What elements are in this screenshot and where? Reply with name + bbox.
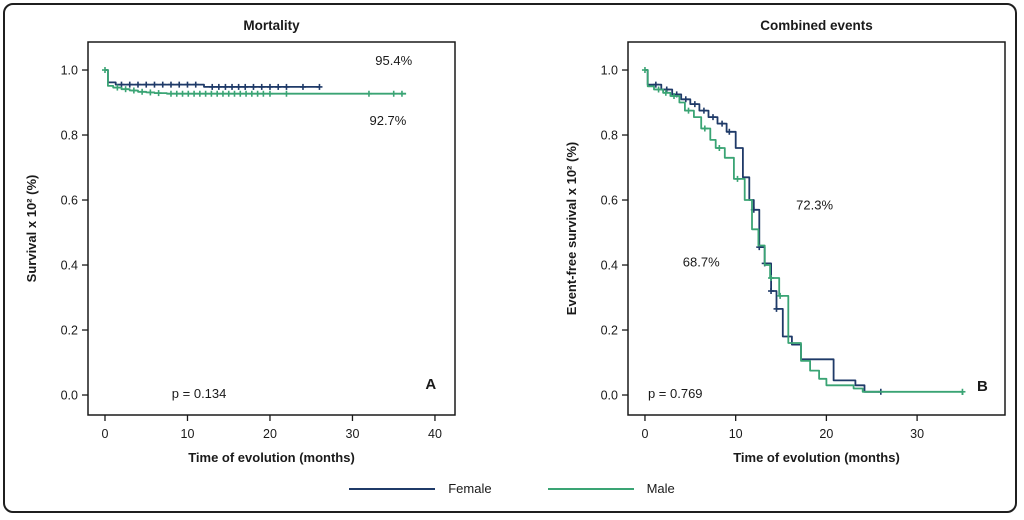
y-tick-label: 1.0 [61, 63, 78, 77]
x-tick-label: 20 [263, 427, 277, 441]
y-axis: 0.0 0.2 0.4 0.6 0.8 1.0 [61, 63, 88, 402]
y-tick-label: 0.4 [61, 258, 78, 272]
km-curve-male [645, 69, 964, 395]
y-tick-label: 0.6 [601, 193, 618, 207]
y-tick-label: 0.4 [601, 258, 618, 272]
y-tick-label: 0.8 [61, 128, 78, 142]
censor-marks-male [101, 67, 405, 97]
x-tick-label: 30 [346, 427, 360, 441]
plot-border [87, 41, 456, 416]
x-tick-label: 10 [729, 427, 743, 441]
km-curve-female [645, 69, 881, 393]
x-tick-label: 40 [428, 427, 442, 441]
y-tick-label: 0.2 [601, 323, 618, 337]
legend: Female Male [0, 481, 1024, 496]
y-axis-label: Survival x 10² (%) [24, 175, 39, 283]
legend-line-male-icon [547, 487, 634, 490]
legend-line-female-icon [349, 487, 436, 490]
x-axis: 0 10 20 30 Time of evolution (months) [641, 415, 924, 465]
y-axis: 0.0 0.2 0.4 0.6 0.8 1.0 [601, 63, 628, 402]
p-value-label: p = 0.769 [648, 386, 703, 401]
y-tick-label: 0.8 [601, 128, 618, 142]
censor-marks-male [641, 67, 966, 395]
censor-marks-female [652, 81, 884, 395]
panel-b: Combined events 0 10 20 30 Time of evolution … [564, 18, 1006, 465]
x-tick-label: 0 [641, 427, 648, 441]
censor-marks-female [118, 81, 323, 90]
panel-letter: B [977, 378, 988, 395]
annotation: 95.4% [375, 53, 412, 68]
p-value-label: p = 0.134 [172, 386, 227, 401]
annotation: 92.7% [369, 113, 406, 128]
y-tick-label: 0.6 [61, 193, 78, 207]
x-tick-label: 30 [910, 427, 924, 441]
x-axis-label: Time of evolution (months) [733, 450, 900, 465]
panel-a: Mortality 0 10 20 30 40 Time of evolution (mon… [24, 18, 456, 465]
plot-border [627, 41, 1006, 416]
y-tick-label: 0.0 [61, 388, 78, 402]
x-tick-label: 0 [102, 427, 109, 441]
x-axis-label: Time of evolution (months) [188, 450, 355, 465]
legend-item-male: Male [547, 481, 675, 496]
x-tick-label: 10 [181, 427, 195, 441]
y-axis-label: Event-free survival x 10² (%) [564, 142, 579, 315]
panel-title: Combined events [760, 18, 873, 33]
x-axis: 0 10 20 30 40 Time of evolution (months) [102, 415, 442, 465]
y-tick-label: 0.2 [61, 323, 78, 337]
legend-item-female: Female [349, 481, 492, 496]
annotation: 72.3% [796, 197, 833, 212]
legend-label-male: Male [646, 481, 675, 496]
legend-label-female: Female [448, 481, 492, 496]
y-tick-label: 1.0 [601, 63, 618, 77]
y-tick-label: 0.0 [601, 388, 618, 402]
panel-title: Mortality [243, 18, 300, 33]
annotation: 68.7% [683, 254, 720, 269]
panel-letter: A [425, 376, 436, 393]
x-tick-label: 20 [819, 427, 833, 441]
